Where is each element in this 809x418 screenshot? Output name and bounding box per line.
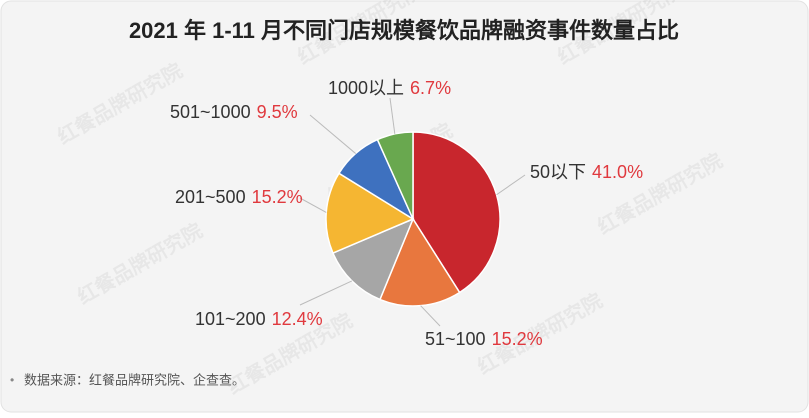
source-bullet: • bbox=[10, 373, 14, 387]
pie-slice bbox=[325, 172, 415, 255]
data-label: 50以下 41.0% bbox=[530, 162, 643, 182]
source: 数据来源：红餐品牌研究院、企查查。 bbox=[24, 372, 245, 387]
leader-line bbox=[309, 114, 356, 154]
label-category: 101~200 bbox=[195, 309, 266, 329]
data-label: 1000以上 6.7% bbox=[328, 78, 451, 98]
data-label: 201~500 15.2% bbox=[175, 187, 303, 207]
leader-line bbox=[420, 305, 441, 327]
data-label: 101~200 12.4% bbox=[195, 309, 323, 329]
pie-slice bbox=[378, 217, 461, 307]
label-category: 51~100 bbox=[425, 329, 486, 349]
chart-title: 2021 年 1-11 月不同门店规模餐饮品牌融资事件数量占比 bbox=[129, 18, 679, 43]
label-category: 201~500 bbox=[175, 187, 246, 207]
label-value: 6.7% bbox=[410, 78, 451, 98]
label-value: 41.0% bbox=[592, 162, 643, 182]
label-category: 501~1000 bbox=[170, 102, 251, 122]
label-value: 15.2% bbox=[252, 187, 303, 207]
pie-slice bbox=[331, 217, 415, 301]
data-label: 51~100 15.2% bbox=[425, 329, 543, 349]
leader-line bbox=[389, 97, 396, 134]
label-category: 50以下 bbox=[530, 162, 586, 182]
label-value: 15.2% bbox=[492, 329, 543, 349]
leader-line bbox=[496, 174, 526, 196]
label-value: 12.4% bbox=[272, 309, 323, 329]
leader-line bbox=[299, 197, 327, 213]
pie-slice bbox=[376, 131, 414, 220]
leader-line bbox=[299, 280, 353, 306]
data-label: 501~1000 9.5% bbox=[170, 102, 298, 122]
label-value: 9.5% bbox=[257, 102, 298, 122]
label-category: 1000以上 bbox=[328, 78, 404, 98]
